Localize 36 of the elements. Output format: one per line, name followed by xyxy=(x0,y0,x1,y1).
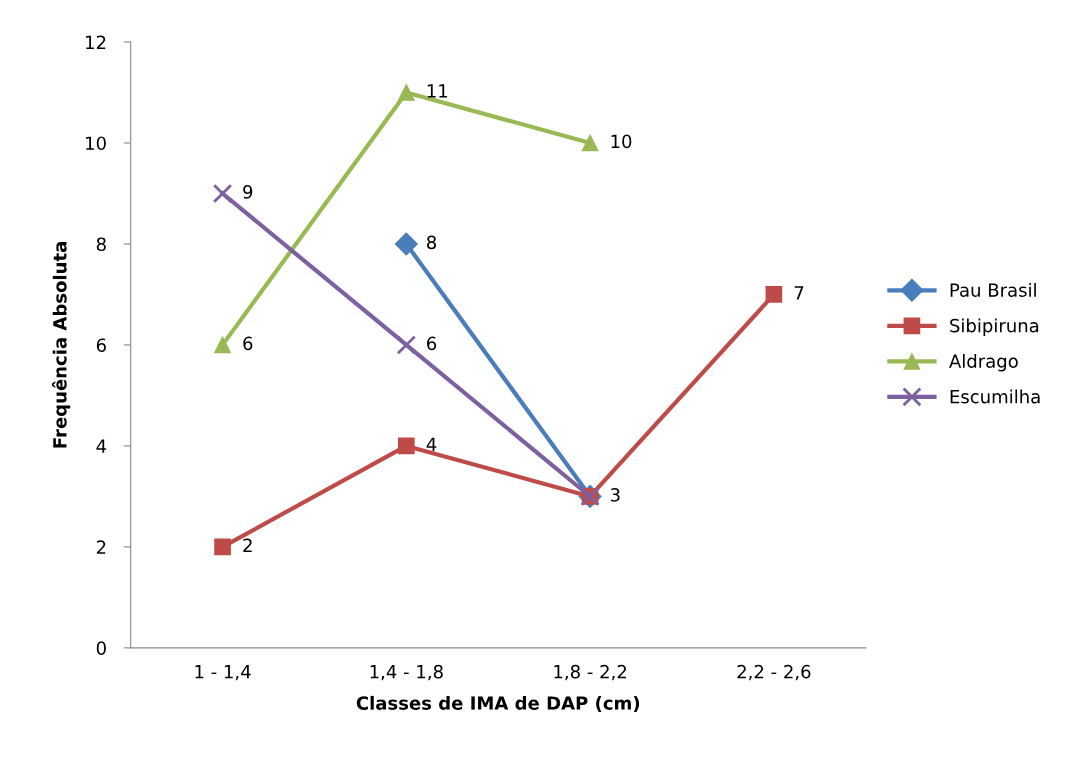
x-tick-label: 1,8 - 2,2 xyxy=(554,664,627,681)
x-tick-label: 2,2 - 2,6 xyxy=(737,664,811,681)
point xyxy=(765,286,783,303)
data-label: 9 xyxy=(243,185,253,199)
legend-label: Pau Brasil xyxy=(950,282,1036,297)
x-tick-label: 1 - 1,4 xyxy=(195,665,251,681)
data-label: 2 xyxy=(243,538,252,552)
data-label: 6 xyxy=(243,336,253,351)
y-tick-label: 6 xyxy=(96,338,106,353)
data-label: 4 xyxy=(426,437,437,451)
x-axis-title: Classes de IMA de DAP (cm) xyxy=(356,695,640,712)
point xyxy=(581,134,599,152)
y-tick-label: 8 xyxy=(96,237,106,252)
legend-label: Sibipiruna xyxy=(950,318,1039,336)
y-tick-label: 0 xyxy=(96,641,106,655)
y-tick-label: 4 xyxy=(96,439,107,453)
data-label: 3 xyxy=(610,487,620,502)
legend-label: Escumilha xyxy=(950,389,1040,404)
data-label: 7 xyxy=(794,286,804,300)
y-tick-label: 12 xyxy=(86,35,106,49)
y-axis-title: Frequência Absoluta xyxy=(52,242,71,448)
legend-label: Aldrago xyxy=(949,353,1018,372)
point xyxy=(394,232,418,256)
point xyxy=(397,437,415,455)
point xyxy=(397,84,415,101)
point xyxy=(214,538,231,556)
x-tick-label: 1,4 - 1,8 xyxy=(370,664,443,681)
data-label: 6 xyxy=(427,336,437,351)
y-tick-label: 2 xyxy=(96,540,106,554)
point xyxy=(212,183,233,204)
data-label: 8 xyxy=(427,235,437,250)
point xyxy=(396,335,417,355)
point xyxy=(214,336,231,354)
data-label: 11 xyxy=(427,84,448,98)
y-tick-label: 10 xyxy=(86,136,106,151)
data-label: 10 xyxy=(611,134,632,149)
